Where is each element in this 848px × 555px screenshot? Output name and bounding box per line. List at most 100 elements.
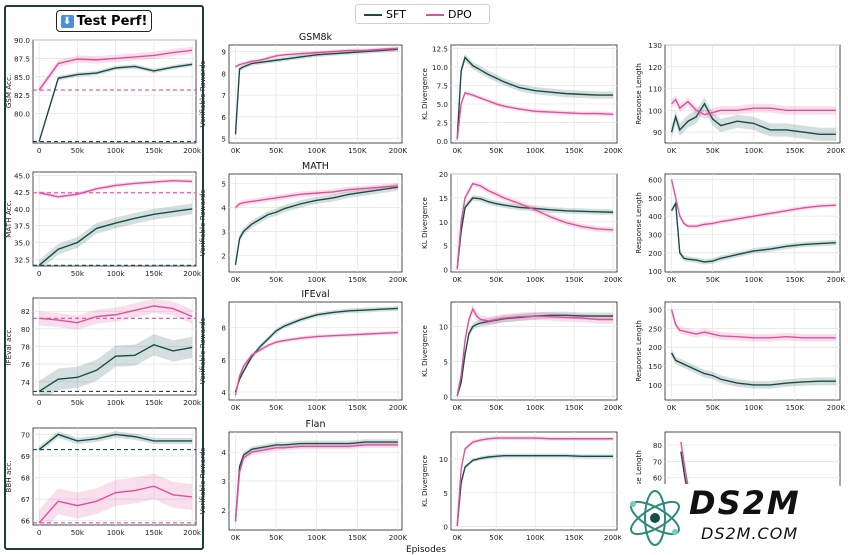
line-dpo bbox=[38, 485, 193, 524]
y-tick-label: 130 bbox=[648, 41, 662, 50]
line-dpo bbox=[456, 92, 614, 140]
y-tick-label: 69 bbox=[21, 452, 31, 461]
band-dpo bbox=[235, 183, 398, 211]
line-sft bbox=[38, 343, 193, 393]
x-tick-label: 150k bbox=[145, 269, 164, 278]
y-tick-label: 300 bbox=[648, 230, 662, 239]
x-axis-label: Episodes bbox=[406, 545, 446, 555]
x-tick-label: 0 bbox=[37, 528, 42, 537]
y-tick-label: 9 bbox=[221, 48, 226, 57]
x-tick-label: 0 bbox=[37, 146, 42, 155]
y-tick-label: 0 bbox=[443, 393, 448, 402]
plot-area bbox=[32, 39, 197, 144]
line-sft bbox=[38, 208, 193, 266]
x-tick-label: 50K bbox=[489, 146, 503, 155]
legend-swatch-dpo bbox=[426, 14, 444, 16]
line-sft bbox=[38, 433, 193, 451]
x-tick-label: 50k bbox=[71, 269, 85, 278]
y-tick-label: 90.0 bbox=[14, 36, 30, 45]
x-tick-label: 100K bbox=[745, 146, 764, 155]
x-tick-label: 150K bbox=[348, 403, 367, 412]
line-dpo bbox=[235, 185, 398, 208]
y-tick-label: 32.5 bbox=[14, 255, 30, 264]
y-tick-label: 120 bbox=[648, 63, 662, 72]
x-tick-label: 150k bbox=[145, 528, 164, 537]
band-dpo bbox=[235, 442, 398, 525]
x-tick-label: 50K bbox=[269, 146, 283, 155]
line-sft bbox=[38, 63, 193, 142]
y-tick-label: 200 bbox=[648, 249, 662, 258]
y-tick-label: 68 bbox=[21, 474, 31, 483]
x-tick-label: 200K bbox=[389, 403, 408, 412]
y-tick-label: 100 bbox=[648, 381, 662, 390]
x-tick-label: 100K bbox=[745, 403, 764, 412]
y-tick-label: 7 bbox=[221, 91, 226, 100]
watermark-url: DS2M.COM bbox=[701, 524, 799, 543]
y-tick-label: 10 bbox=[439, 455, 449, 464]
y-axis-label: Response Length bbox=[634, 63, 643, 125]
line-dpo bbox=[456, 307, 614, 396]
x-tick-label: 50K bbox=[269, 275, 283, 284]
chart-title: MATH bbox=[302, 161, 329, 172]
down-arrow-icon: ⬇ bbox=[60, 14, 74, 28]
line-dpo bbox=[234, 331, 398, 396]
y-tick-label: 78 bbox=[21, 343, 31, 352]
line-dpo bbox=[235, 47, 398, 68]
y-tick-label: 3 bbox=[221, 477, 226, 486]
legend-label-sft: SFT bbox=[386, 8, 406, 21]
x-tick-label: 100k bbox=[107, 398, 126, 407]
y-tick-label: 0.0 bbox=[437, 137, 449, 146]
y-axis-label: IFEval acc. bbox=[4, 327, 13, 365]
y-tick-label: 3 bbox=[221, 227, 226, 236]
y-tick-label: 2 bbox=[221, 506, 226, 515]
line-sft bbox=[234, 186, 399, 265]
x-tick-label: 150K bbox=[565, 146, 584, 155]
y-axis-label: KL Divergence bbox=[420, 324, 429, 377]
y-tick-label: 6 bbox=[221, 356, 226, 365]
line-dpo bbox=[456, 182, 614, 269]
y-tick-label: 82 bbox=[21, 307, 30, 316]
legend: SFT DPO bbox=[355, 4, 490, 24]
y-tick-label: 5.0 bbox=[437, 100, 449, 109]
legend-item-sft: SFT bbox=[364, 8, 406, 21]
chart-ifeval-length: 100 150 200 250 300 0K 50K 100K 150K 200K Response… bbox=[634, 301, 845, 412]
x-tick-label: 150K bbox=[348, 533, 367, 542]
chart-title: Flan bbox=[306, 419, 326, 430]
y-tick-label: 45.0 bbox=[14, 171, 30, 180]
y-axis-label: MATH Acc. bbox=[4, 200, 13, 238]
line-sft bbox=[234, 48, 398, 135]
x-tick-label: 0K bbox=[231, 533, 241, 542]
chart-gsm8k-length: 90 100 110 120 130 0K 50K 100K 150K 200K Response … bbox=[634, 41, 845, 155]
plot-area bbox=[450, 431, 618, 531]
x-tick-label: 100k bbox=[107, 528, 126, 537]
y-axis-label: Response Length bbox=[634, 320, 643, 382]
y-axis-label: GSM Acc. bbox=[4, 75, 13, 109]
line-dpo bbox=[456, 437, 614, 526]
y-axis-label: Response Length bbox=[634, 192, 643, 254]
y-tick-label: 70 bbox=[653, 457, 663, 466]
chart-title: IFEval bbox=[301, 289, 329, 300]
x-tick-label: 50k bbox=[71, 528, 85, 537]
line-sft bbox=[670, 200, 836, 263]
test-performance-panel bbox=[4, 5, 204, 550]
line-sft bbox=[456, 56, 614, 140]
band-sft bbox=[671, 349, 836, 389]
watermark-logo-text: DS2M bbox=[689, 484, 801, 522]
chart-bbh-acc: 66 67 68 69 70 0 50k 100k 150k 200k BBH acc. bbox=[4, 427, 202, 537]
y-tick-label: 74 bbox=[21, 378, 31, 387]
y-tick-label: 10.0 bbox=[432, 63, 448, 72]
y-tick-label: 600 bbox=[648, 175, 662, 184]
chart-math-length: 100 200 300 400 500 600 0K 50K 100K 150K 200K Respo… bbox=[634, 173, 846, 284]
x-tick-label: 50K bbox=[706, 146, 720, 155]
atom-logo-icon bbox=[630, 490, 680, 546]
x-tick-label: 200K bbox=[604, 146, 623, 155]
x-tick-label: 0K bbox=[453, 146, 463, 155]
watermark: DS2M DS2M.COM bbox=[621, 484, 843, 550]
y-tick-label: 5 bbox=[221, 135, 226, 144]
x-tick-label: 200K bbox=[827, 275, 846, 284]
x-tick-label: 0K bbox=[453, 533, 463, 542]
line-sft bbox=[670, 102, 836, 135]
chart-ifeval-acc: 74 76 78 80 82 0 50k 100k 150k 200k IFEval acc. bbox=[4, 297, 202, 407]
